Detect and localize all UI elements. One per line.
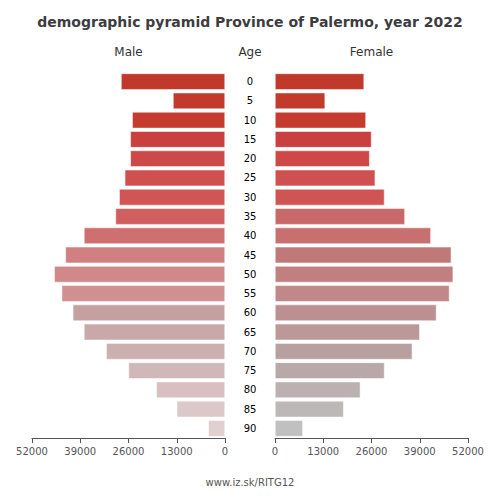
svg-text:Male: Male	[114, 45, 142, 59]
svg-text:5: 5	[247, 95, 253, 106]
svg-text:20: 20	[244, 153, 257, 164]
svg-text:demographic pyramid Province o: demographic pyramid Province of Palermo,…	[37, 14, 463, 30]
svg-text:90: 90	[244, 423, 257, 434]
svg-text:52000: 52000	[16, 446, 48, 457]
svg-text:15: 15	[244, 134, 257, 145]
svg-text:75: 75	[244, 365, 257, 376]
svg-text:65: 65	[244, 327, 257, 338]
svg-text:Age: Age	[238, 45, 261, 59]
svg-text:26000: 26000	[356, 446, 388, 457]
svg-text:39000: 39000	[404, 446, 436, 457]
svg-text:60: 60	[244, 307, 257, 318]
svg-text:13000: 13000	[307, 446, 339, 457]
svg-text:0: 0	[272, 446, 278, 457]
svg-text:45: 45	[244, 250, 257, 261]
svg-text:0: 0	[222, 446, 228, 457]
svg-text:25: 25	[244, 172, 257, 183]
svg-text:39000: 39000	[64, 446, 96, 457]
svg-text:80: 80	[244, 384, 257, 395]
svg-text:Female: Female	[350, 45, 393, 59]
svg-text:85: 85	[244, 404, 257, 415]
svg-text:70: 70	[244, 346, 257, 357]
svg-text:10: 10	[244, 115, 257, 126]
svg-text:55: 55	[244, 288, 257, 299]
svg-text:30: 30	[244, 192, 257, 203]
svg-text:50: 50	[244, 269, 257, 280]
svg-text:40: 40	[244, 230, 257, 241]
svg-text:35: 35	[244, 211, 257, 222]
svg-text:13000: 13000	[161, 446, 193, 457]
svg-text:www.iz.sk/RITG12: www.iz.sk/RITG12	[206, 477, 295, 488]
svg-text:0: 0	[247, 76, 253, 87]
svg-text:52000: 52000	[452, 446, 484, 457]
svg-text:26000: 26000	[113, 446, 145, 457]
